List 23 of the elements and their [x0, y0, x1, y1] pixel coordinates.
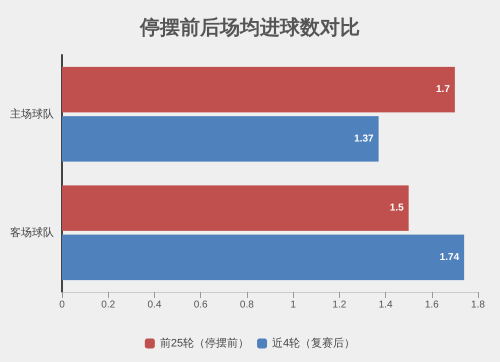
data-label: 1.7 [436, 84, 450, 96]
data-label: 1.37 [354, 133, 374, 144]
chart-title: 停摆前后场均进球数对比 [139, 15, 360, 39]
legend-label: 前25轮（停摆前） [160, 338, 250, 350]
x-tick-label: 0.8 [240, 300, 254, 310]
x-tick-label: 1.4 [378, 300, 393, 310]
x-tick-label: 0.6 [194, 300, 208, 310]
x-tick-label: 1 [290, 300, 296, 310]
bar [62, 234, 464, 280]
bar [62, 185, 409, 231]
x-tick-label: 1.8 [471, 300, 486, 310]
x-tick-label: 0.4 [147, 300, 162, 310]
data-label: 1.74 [440, 252, 460, 263]
x-tick-label: 0 [59, 300, 66, 310]
data-label: 1.5 [390, 202, 404, 214]
bar [62, 116, 379, 162]
legend-label: 近4轮（复赛后） [272, 336, 356, 350]
x-tick-label: 1.6 [424, 300, 440, 310]
x-tick-label: 0.2 [101, 300, 116, 310]
x-tick-label: 1.2 [332, 300, 347, 310]
y-tick-label: 主场球队 [10, 107, 54, 120]
y-tick-label: 客场球队 [10, 226, 54, 239]
bar [62, 66, 455, 112]
